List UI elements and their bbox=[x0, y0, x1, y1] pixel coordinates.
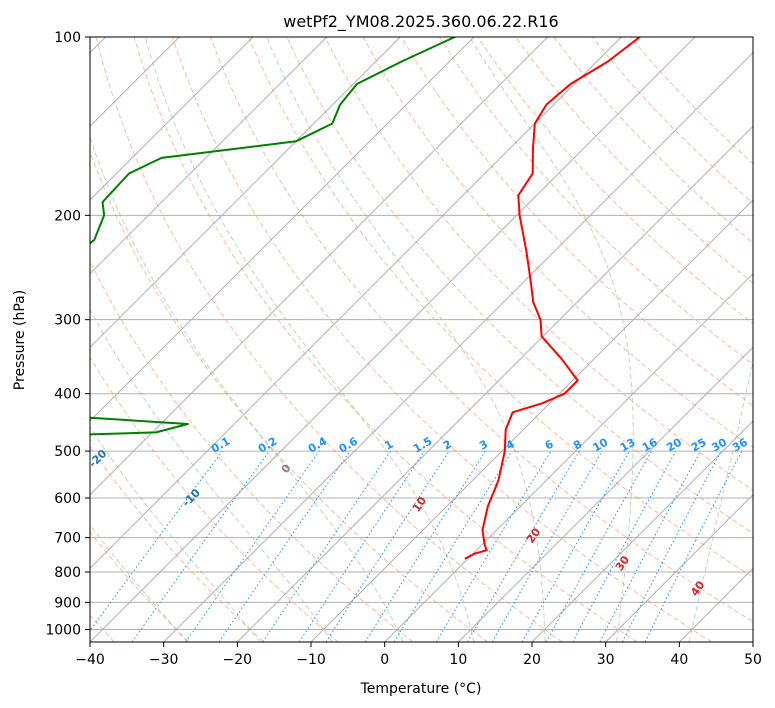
mixing-ratio-line bbox=[131, 450, 270, 642]
x-tick-label: −30 bbox=[149, 652, 179, 668]
dry-adiabat-line bbox=[95, 37, 563, 642]
isotherm bbox=[90, 37, 254, 201]
mixing-ratio-line bbox=[298, 450, 425, 642]
y-tick-label: 400 bbox=[54, 387, 81, 403]
isotherm bbox=[90, 37, 549, 496]
isotherm bbox=[531, 420, 753, 642]
y-tick-label: 500 bbox=[54, 444, 81, 460]
dry-adiabat-line bbox=[210, 37, 753, 623]
dry-adiabat-line bbox=[171, 37, 712, 642]
moist-adiabat-line bbox=[266, 37, 546, 642]
y-tick-label: 200 bbox=[54, 208, 81, 224]
y-axis-label: Pressure (hPa) bbox=[12, 290, 28, 390]
y-tick-label: 900 bbox=[54, 595, 81, 611]
y-tick-label: 100 bbox=[54, 30, 81, 46]
y-tick-label: 600 bbox=[54, 491, 81, 507]
isotherm bbox=[90, 37, 328, 275]
mixing-ratio-line bbox=[90, 450, 223, 632]
mixing-ratio-line bbox=[521, 450, 630, 642]
x-tick-label: 40 bbox=[670, 652, 688, 668]
moist-adiabat-line bbox=[144, 37, 475, 642]
mixing-ratio-line bbox=[218, 450, 351, 642]
pressure-gridlines bbox=[90, 37, 753, 630]
dry-adiabat-line bbox=[515, 37, 753, 284]
isotherm bbox=[457, 346, 753, 642]
moist-adiabats bbox=[90, 37, 753, 642]
temperature-profile bbox=[464, 37, 641, 560]
moist-adiabat-line bbox=[90, 308, 333, 642]
x-tick-label: 50 bbox=[744, 652, 762, 668]
isotherm bbox=[90, 37, 696, 642]
dry-adiabat-line bbox=[248, 37, 753, 578]
isotherm bbox=[90, 37, 622, 570]
x-axis-label: Temperature (°C) bbox=[360, 681, 482, 697]
mixing-ratio-line bbox=[185, 450, 320, 642]
dry-adiabat-line bbox=[133, 37, 638, 642]
dry-adiabat-line bbox=[90, 531, 190, 642]
chart-title: wetPf2_YM08.2025.360.06.22.R16 bbox=[283, 12, 558, 32]
x-tick-label: 10 bbox=[449, 652, 467, 668]
sounding-series bbox=[90, 37, 641, 560]
isotherm bbox=[90, 37, 475, 422]
plot-area: 0.10.20.40.611.52346810131620253036-100-… bbox=[90, 37, 753, 642]
dry-adiabat-line bbox=[438, 37, 753, 366]
mixing-ratio-line bbox=[572, 450, 677, 642]
isotherms bbox=[90, 37, 753, 642]
y-tick-label: 700 bbox=[54, 531, 81, 547]
mixing-ratio-line bbox=[545, 450, 653, 642]
isotherm bbox=[163, 51, 753, 642]
x-tick-label: 0 bbox=[380, 652, 389, 668]
dry-adiabat-line bbox=[90, 150, 488, 642]
x-tick-label: 30 bbox=[597, 652, 615, 668]
dry-adiabat-line bbox=[400, 37, 753, 407]
y-tick-label: 800 bbox=[54, 565, 81, 581]
isotherm bbox=[236, 125, 753, 642]
mixing-ratio-line bbox=[393, 450, 513, 642]
isotherm bbox=[384, 272, 753, 642]
x-tick-label: −40 bbox=[75, 652, 105, 668]
isotherm bbox=[90, 37, 401, 349]
x-tick-label: 20 bbox=[523, 652, 541, 668]
mixing-ratio-line bbox=[644, 450, 743, 642]
x-tick-label: −20 bbox=[223, 652, 253, 668]
dry-adiabat-line bbox=[90, 259, 414, 642]
dry-adiabat-line bbox=[90, 356, 339, 642]
mixing-ratio-lines bbox=[90, 450, 743, 642]
moist-adiabat-line bbox=[688, 358, 753, 642]
isotherm bbox=[605, 493, 753, 642]
dry-adiabat-line bbox=[90, 445, 264, 642]
axes: −40 −30 −20 −10 0 10 20 30 40 50 100 200 300 400 500 60… bbox=[45, 30, 762, 668]
y-tick-label: 300 bbox=[54, 313, 81, 329]
dry-adiabat-line bbox=[324, 37, 753, 491]
moist-adiabat-line bbox=[90, 135, 404, 642]
moist-adiabat-line bbox=[90, 426, 261, 642]
y-tick-label: 1000 bbox=[45, 622, 81, 638]
mixing-ratio-line bbox=[325, 450, 450, 642]
dewpoint-profile bbox=[90, 37, 456, 436]
dry-adiabats bbox=[90, 37, 753, 642]
mixing-ratio-line bbox=[262, 450, 392, 642]
x-tick-label: −10 bbox=[296, 652, 326, 668]
plot-frame bbox=[89, 36, 754, 643]
